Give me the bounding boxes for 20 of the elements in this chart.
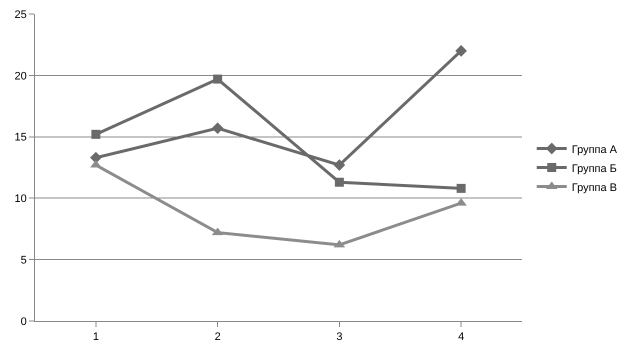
x-tick-label: 4 <box>458 331 464 344</box>
y-tick-label: 0 <box>20 316 27 328</box>
point <box>213 74 222 84</box>
y-tick-label: 10 <box>14 193 27 206</box>
point <box>91 130 100 139</box>
legend-label: Группа Б <box>572 162 617 175</box>
y-tick-label: 20 <box>14 70 27 82</box>
y-tick-label: 25 <box>14 8 27 21</box>
x-tick-label: 3 <box>336 331 342 344</box>
y-tick-label: 15 <box>14 132 27 144</box>
x-tick-label: 2 <box>214 331 221 344</box>
point <box>456 184 466 193</box>
legend-label: Группа В <box>572 182 618 194</box>
point <box>334 159 346 171</box>
x-tick-label: 1 <box>92 331 99 344</box>
point <box>455 44 467 57</box>
legend-label: Группа А <box>572 144 618 156</box>
y-tick-label: 5 <box>20 254 27 266</box>
point <box>212 122 224 134</box>
point <box>334 178 344 187</box>
